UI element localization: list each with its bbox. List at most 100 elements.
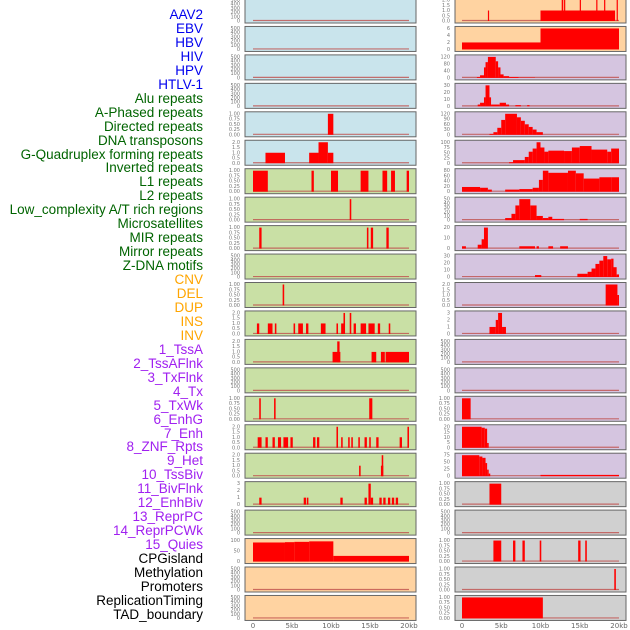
y-tick-label: 300 — [230, 262, 240, 268]
track-label: 2_TssAFlnk — [133, 355, 203, 371]
y-tick-label: 4 — [447, 33, 450, 39]
data-bar — [579, 146, 592, 164]
data-bar — [306, 497, 309, 505]
panel-background — [244, 225, 417, 252]
data-bar — [511, 213, 516, 221]
y-tick-label: 0.75 — [439, 401, 450, 407]
panel-background — [244, 395, 417, 422]
track-panel: 0.000.250.500.751.00 — [229, 282, 417, 309]
track-labels: AAV2 EBV HBV HIV HPV HTLV-1 Alu repeats A-Phase… — [0, 0, 203, 630]
y-tick-label: 0.50 — [439, 605, 450, 611]
track-label: 1_TssA — [158, 341, 203, 357]
data-bar — [366, 227, 369, 249]
data-bar — [552, 218, 565, 221]
y-tick-label: 0.0 — [232, 445, 240, 451]
y-tick-label: 0.75 — [439, 486, 450, 492]
data-bar — [331, 170, 339, 192]
track-label: 10_TssBiv — [141, 467, 203, 483]
track-panel: 0.000.250.500.751.00 — [229, 225, 417, 252]
y-tick-label: 400 — [230, 2, 240, 8]
data-bar — [616, 0, 618, 21]
y-tick-label: 400 — [230, 59, 240, 65]
y-tick-label: 2 — [237, 488, 240, 494]
data-bar — [376, 437, 379, 448]
data-bar — [370, 227, 374, 249]
y-tick-label: 75 — [444, 145, 450, 151]
y-tick-label: 100 — [440, 384, 450, 390]
y-tick-label: 200 — [230, 266, 240, 272]
y-tick-label: 3 — [237, 481, 240, 487]
data-bar — [489, 97, 492, 107]
y-tick-label: 0.00 — [439, 616, 450, 622]
y-tick-label: 1.0 — [232, 435, 240, 441]
y-tick-label: 1.00 — [229, 282, 240, 288]
data-bar — [318, 142, 328, 164]
data-bar — [544, 151, 549, 164]
y-tick-label: 400 — [230, 87, 240, 93]
y-tick-label: 0.0 — [442, 303, 450, 309]
y-tick-label: 0 — [447, 275, 450, 281]
data-bar — [528, 126, 533, 135]
data-bar — [341, 323, 344, 334]
data-bar — [306, 323, 309, 334]
data-bar — [484, 428, 488, 448]
y-tick-label: 80 — [444, 61, 450, 67]
data-bar — [577, 273, 588, 278]
data-bar — [513, 160, 525, 164]
data-bar — [487, 10, 490, 21]
data-bar — [503, 76, 510, 78]
track-panel: 0.000.250.500.751.00 — [229, 395, 417, 423]
y-tick-label: 2.0 — [232, 453, 240, 459]
y-tick-label: 0.75 — [229, 401, 240, 407]
data-bar — [349, 199, 352, 221]
y-tick-label: 0 — [447, 474, 450, 480]
data-bar — [290, 437, 293, 448]
y-tick-label: 30 — [444, 254, 450, 260]
y-tick-label: 1.00 — [439, 538, 450, 544]
panel-background — [244, 452, 417, 479]
data-bar — [509, 77, 519, 78]
track-panel: 0.000.250.500.751.00 — [229, 111, 417, 138]
track-label: 5_TxWk — [153, 397, 203, 413]
data-bar — [462, 597, 543, 619]
y-tick-label: 0.5 — [232, 326, 240, 332]
y-tick-label: 300 — [440, 518, 450, 524]
y-tick-label: 0.5 — [442, 298, 450, 304]
data-bar — [595, 263, 600, 278]
data-bar — [253, 170, 268, 192]
track-label: 6_EnhG — [153, 411, 203, 427]
y-tick-label: 100 — [230, 384, 240, 390]
track-panel: 0.00.51.01.52.0 — [232, 310, 417, 337]
data-bar — [596, 0, 598, 21]
panel-background — [454, 509, 627, 536]
data-bar — [487, 442, 489, 448]
data-bar — [482, 457, 486, 477]
data-bar — [371, 351, 377, 363]
data-bar — [587, 271, 592, 278]
y-tick-label: 0.25 — [439, 582, 450, 588]
data-bar — [369, 398, 373, 420]
y-tick-label: 0 — [237, 502, 240, 508]
data-bar — [585, 540, 587, 562]
data-bar — [336, 426, 339, 448]
y-tick-label: 0.25 — [229, 241, 240, 247]
data-bar — [611, 177, 619, 192]
y-tick-label: 300 — [230, 376, 240, 382]
y-tick-label: 0 — [237, 588, 240, 594]
y-tick-label: 2 — [447, 40, 450, 46]
y-tick-label: 0.75 — [229, 230, 240, 236]
data-bar — [530, 205, 537, 221]
data-bar — [272, 437, 275, 448]
track-panel: 0.00.51.01.52.0 — [232, 452, 417, 480]
y-tick-label: 500 — [440, 367, 450, 373]
data-bar — [520, 120, 525, 135]
y-tick-label: 500 — [230, 0, 240, 4]
data-bar — [524, 124, 529, 135]
y-tick-label: 500 — [230, 595, 240, 601]
data-bar — [477, 104, 481, 107]
y-tick-label: 0.0 — [232, 331, 240, 337]
